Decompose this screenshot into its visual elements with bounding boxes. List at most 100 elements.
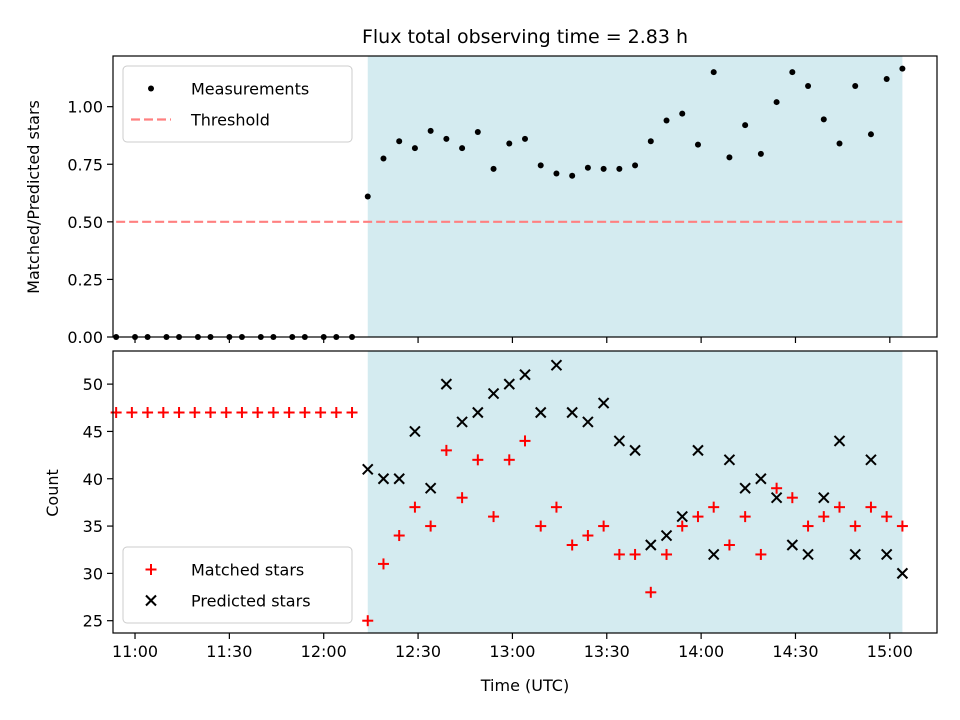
matched-star-point [723,539,735,551]
measurement-point [773,99,780,106]
predicted-star-point [582,416,594,428]
matched-star-point [755,548,767,560]
measurement-point [726,154,733,161]
matched-star-point [157,407,169,419]
measurement-point [852,82,859,89]
matched-star-point [267,407,279,419]
measurement-point [490,165,497,172]
x-tick-label: 11:00 [112,642,158,661]
top-y-axis-label: Matched/Predicted stars [24,100,43,294]
predicted-star-point [519,368,531,381]
predicted-star-point [503,378,515,390]
measurement-point [789,69,796,76]
matched-star-point [881,511,893,523]
measurement-point [867,131,874,138]
x-axis-label: Time (UTC) [480,676,569,695]
legend-swatch [148,85,154,92]
shaded-region [367,351,903,633]
predicted-star-point [865,454,877,466]
measurement-point [805,82,812,89]
matched-star-point [252,407,264,419]
measurement-point [694,141,701,148]
x-tick-label: 13:00 [489,642,535,661]
y-tick-label: 30 [83,564,103,583]
measurement-point [647,138,654,145]
axes-frame [112,55,938,338]
measurement-point [632,162,639,169]
predicted-star-point [676,510,688,523]
matched-star-point [786,492,798,504]
predicted-star-point [880,548,893,561]
x-tick-label: 12:00 [301,642,347,661]
matched-star-point [598,520,610,532]
matched-star-point [377,558,389,570]
measurement-point [443,135,450,142]
measurement-point [836,140,843,147]
predicted-star-point [802,548,814,561]
legend: Matched stars Predicted stars [122,546,353,624]
legend-swatch [145,564,157,575]
matched-star-point [456,492,468,504]
measurement-point [506,140,513,147]
predicted-star-point [566,406,578,419]
bottom-y-axis-label: Count [43,469,62,517]
predicted-star-point [440,378,453,390]
y-tick-label: 40 [83,470,103,489]
legend-box [122,546,353,624]
measurement-point [364,193,371,200]
chart-title: Flux total observing time = 2.83 h [362,26,688,48]
predicted-star-point [409,425,421,438]
y-tick-label: 0.50 [67,213,103,232]
matched-star-point [362,615,374,627]
y-tick-label: 50 [83,375,103,394]
bottom-panel: 25 30 35 40 45 50 11:00 11:30 12:00 12:30 13:00 13:… [83,350,938,661]
y-tick-label: 0.75 [67,155,103,174]
matched-star-point [865,501,877,513]
matched-star-point [330,407,342,419]
legend-label: Predicted stars [191,592,311,611]
legend-box [122,65,353,143]
predicted-star-point [472,406,484,419]
y-tick-label: 35 [83,517,103,536]
y-tick-label: 1.00 [67,98,103,117]
matched-star-point [189,407,201,419]
matched-star-point [661,548,673,560]
predicted-star-point [597,397,610,409]
measurement-point [663,117,670,124]
measurement-point [742,122,749,129]
legend-label: Matched stars [191,561,304,580]
matched-star-point [834,501,846,513]
matched-star-point [393,530,405,542]
matched-star-point [771,482,783,494]
legend-label: Measurements [191,80,309,99]
matched-star-point [802,520,814,532]
predicted-star-point [849,548,861,561]
predicted-star-point [487,387,500,400]
predicted-star-point [833,435,846,447]
y-tick-label: 0.25 [67,270,103,289]
y-tick-label: 45 [83,422,103,441]
matched-star-point [692,511,704,523]
matched-star-point [220,407,232,419]
predicted-star-point [645,539,657,551]
matched-star-point [236,407,248,419]
matched-star-point [519,435,531,447]
matched-star-point [676,520,688,532]
measurement-point [757,150,764,157]
predicted-star-point [660,529,673,542]
matched-star-point [315,407,327,419]
matched-star-point [204,407,216,419]
legend-label: Threshold [190,111,270,130]
matched-star-point [849,520,861,532]
predicted-star-point [818,491,830,504]
shaded-region [367,56,903,337]
matched-star-point [142,407,154,419]
legend-swatch [145,594,157,607]
matched-star-point [503,454,515,466]
matched-star-point [126,407,138,419]
predicted-star-point [770,491,783,504]
matched-star-point [440,444,452,456]
measurement-point [380,155,387,162]
x-tick-label: 14:00 [678,642,724,661]
